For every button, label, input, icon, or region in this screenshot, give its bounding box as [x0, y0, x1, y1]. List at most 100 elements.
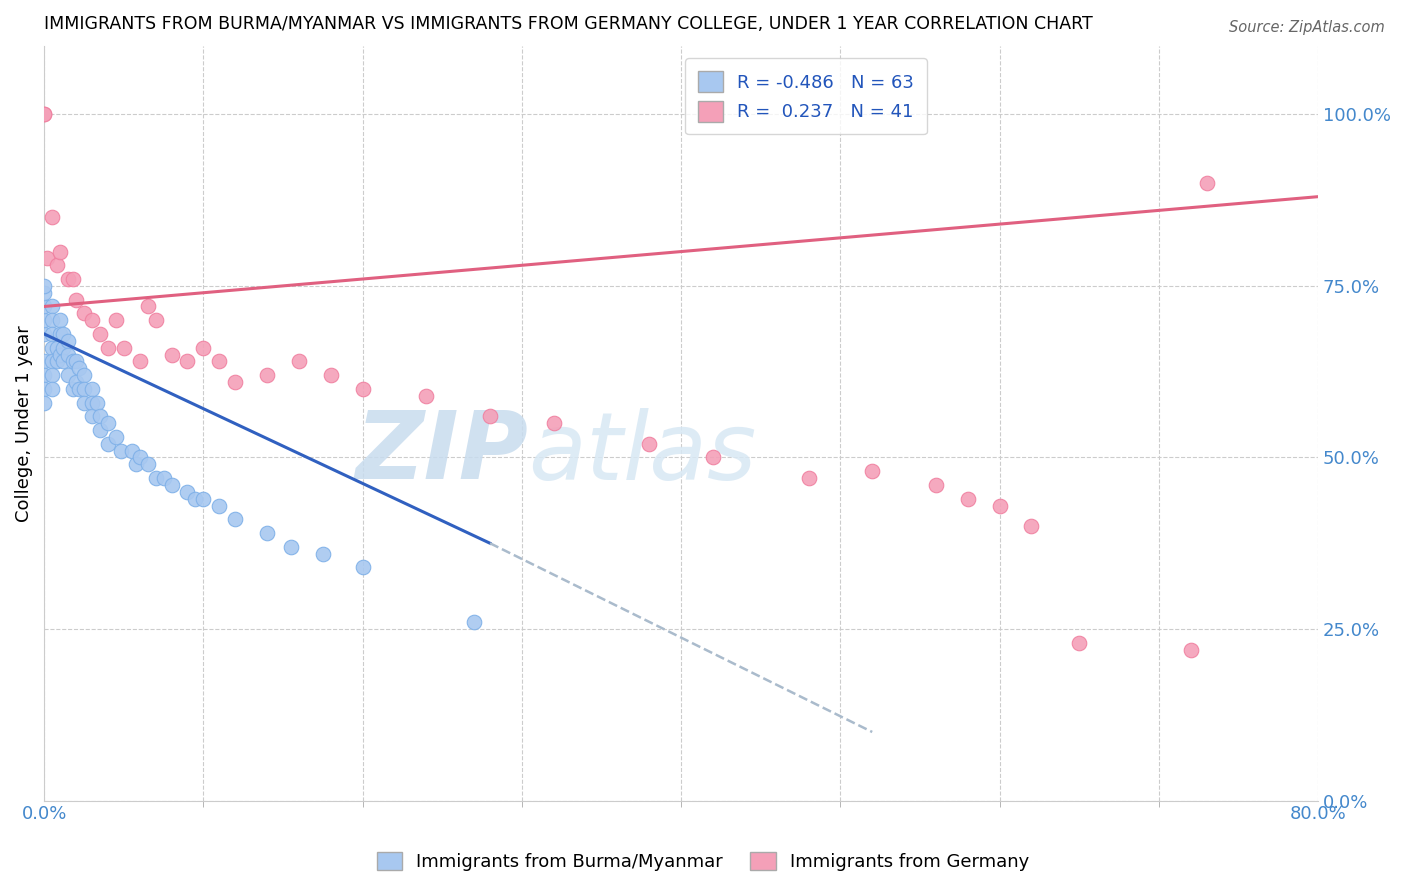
Point — [956, 491, 979, 506]
Point — [256, 525, 278, 540]
Point — [45, 341, 67, 355]
Point — [56, 334, 79, 348]
Point — [208, 354, 231, 368]
Point — [925, 478, 948, 492]
Point — [56, 272, 79, 286]
Point — [136, 458, 159, 472]
Point — [479, 409, 502, 424]
Point — [121, 443, 143, 458]
Point — [32, 326, 55, 341]
Point — [97, 341, 120, 355]
Point — [224, 512, 246, 526]
Point — [319, 368, 342, 383]
Point — [49, 313, 72, 327]
Point — [145, 313, 167, 327]
Point — [32, 278, 55, 293]
Point — [32, 313, 55, 327]
Point — [208, 499, 231, 513]
Point — [97, 416, 120, 430]
Point — [89, 326, 111, 341]
Point — [860, 464, 883, 478]
Text: Source: ZipAtlas.com: Source: ZipAtlas.com — [1229, 20, 1385, 35]
Point — [41, 382, 63, 396]
Point — [80, 313, 103, 327]
Point — [112, 341, 135, 355]
Point — [49, 326, 72, 341]
Point — [184, 491, 207, 506]
Point — [80, 382, 103, 396]
Point — [49, 244, 72, 259]
Point — [256, 368, 278, 383]
Point — [32, 107, 55, 121]
Point — [56, 368, 79, 383]
Point — [104, 313, 127, 327]
Point — [52, 326, 75, 341]
Point — [73, 382, 96, 396]
Point — [224, 375, 246, 389]
Point — [52, 341, 75, 355]
Point — [45, 354, 67, 368]
Point — [97, 436, 120, 450]
Point — [110, 443, 132, 458]
Point — [41, 300, 63, 314]
Point — [136, 300, 159, 314]
Point — [32, 354, 55, 368]
Point — [463, 615, 485, 630]
Point — [80, 395, 103, 409]
Point — [638, 436, 661, 450]
Point — [45, 258, 67, 272]
Point — [128, 354, 150, 368]
Text: ZIP: ZIP — [356, 408, 529, 500]
Point — [32, 368, 55, 383]
Legend: Immigrants from Burma/Myanmar, Immigrants from Germany: Immigrants from Burma/Myanmar, Immigrant… — [370, 845, 1036, 879]
Point — [352, 382, 374, 396]
Point — [193, 491, 215, 506]
Point — [193, 341, 215, 355]
Point — [67, 361, 90, 376]
Point — [32, 395, 55, 409]
Point — [86, 395, 108, 409]
Point — [41, 354, 63, 368]
Point — [152, 471, 174, 485]
Text: atlas: atlas — [529, 408, 756, 499]
Point — [145, 471, 167, 485]
Point — [62, 382, 84, 396]
Point — [988, 499, 1011, 513]
Point — [128, 450, 150, 465]
Y-axis label: College, Under 1 year: College, Under 1 year — [15, 325, 32, 522]
Point — [352, 560, 374, 574]
Point — [702, 450, 724, 465]
Point — [65, 354, 87, 368]
Point — [89, 423, 111, 437]
Point — [67, 382, 90, 396]
Point — [37, 252, 59, 266]
Point — [41, 341, 63, 355]
Point — [280, 540, 302, 554]
Point — [89, 409, 111, 424]
Point — [1180, 642, 1202, 657]
Point — [797, 471, 820, 485]
Point — [160, 478, 183, 492]
Point — [32, 285, 55, 300]
Point — [1021, 519, 1043, 533]
Point — [49, 347, 72, 361]
Point — [41, 313, 63, 327]
Point — [288, 354, 311, 368]
Point — [73, 306, 96, 320]
Point — [73, 395, 96, 409]
Point — [65, 293, 87, 307]
Point — [1069, 636, 1091, 650]
Point — [125, 458, 148, 472]
Point — [415, 389, 437, 403]
Point — [41, 326, 63, 341]
Point — [312, 547, 335, 561]
Point — [80, 409, 103, 424]
Point — [104, 430, 127, 444]
Point — [62, 272, 84, 286]
Point — [41, 368, 63, 383]
Point — [56, 347, 79, 361]
Point — [65, 375, 87, 389]
Point — [160, 347, 183, 361]
Point — [543, 416, 565, 430]
Text: IMMIGRANTS FROM BURMA/MYANMAR VS IMMIGRANTS FROM GERMANY COLLEGE, UNDER 1 YEAR C: IMMIGRANTS FROM BURMA/MYANMAR VS IMMIGRA… — [44, 15, 1092, 33]
